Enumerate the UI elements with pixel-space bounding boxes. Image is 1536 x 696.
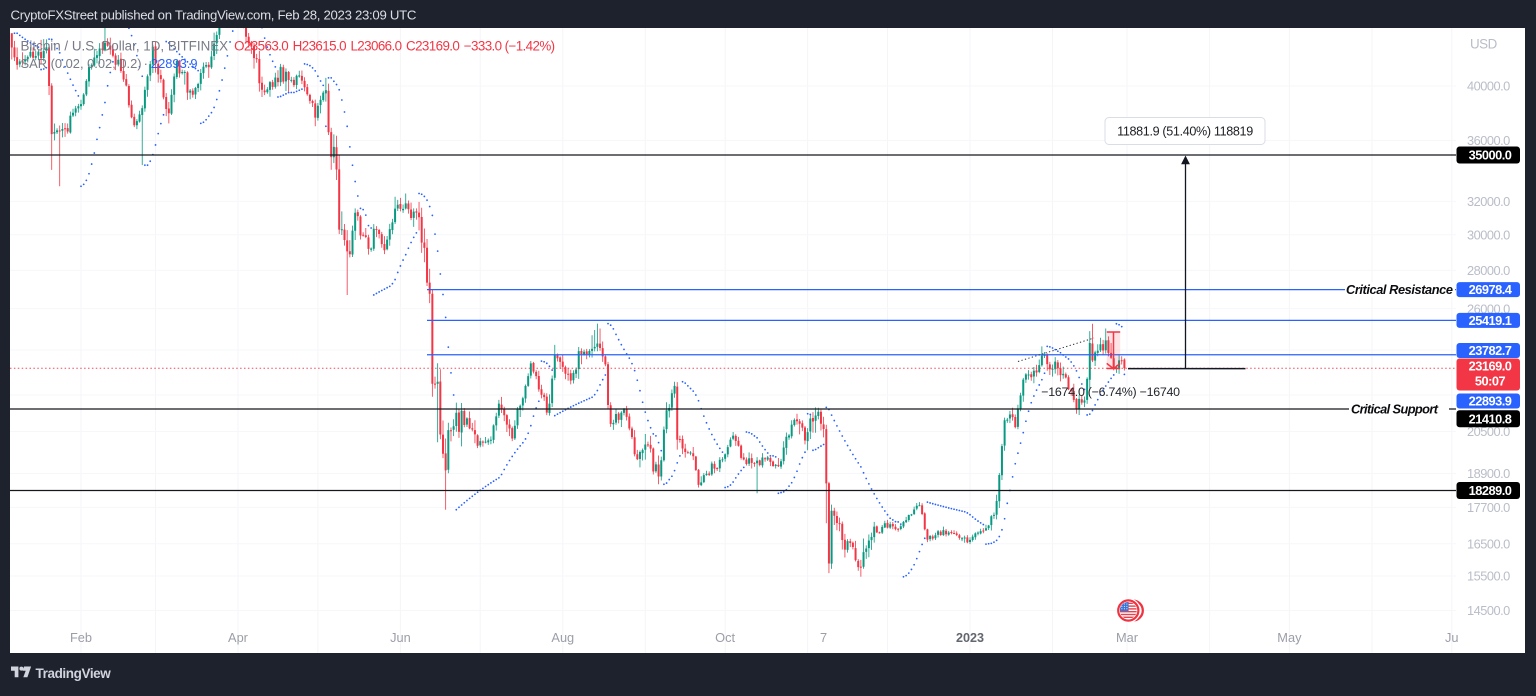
svg-text:May: May <box>1277 630 1302 645</box>
svg-text:28000.0: 28000.0 <box>1467 263 1510 278</box>
svg-text:−1674.0 (−6.74%) −16740: −1674.0 (−6.74%) −16740 <box>1041 385 1180 399</box>
svg-text:TradingView: TradingView <box>36 666 112 681</box>
svg-text:32000.0: 32000.0 <box>1467 194 1510 209</box>
svg-text:36000.0: 36000.0 <box>1467 133 1510 148</box>
svg-text:Critical Resistance: Critical Resistance <box>1346 282 1453 297</box>
svg-text:25419.1: 25419.1 <box>1469 313 1512 328</box>
svg-text:35000.0: 35000.0 <box>1469 148 1512 163</box>
svg-text:Bitcoin / U.S. Dollar, 1D, BIT: Bitcoin / U.S. Dollar, 1D, BITFINEX O2356… <box>21 39 555 54</box>
svg-text:Mar: Mar <box>1116 630 1139 645</box>
svg-text:SAR (0.02, 0.02, 0.2)·22893.9: SAR (0.02, 0.02, 0.2) · 22893.9 <box>21 56 198 71</box>
svg-text:26000.0: 26000.0 <box>1467 301 1510 316</box>
svg-text:21410.8: 21410.8 <box>1469 411 1512 426</box>
svg-text:30000.0: 30000.0 <box>1467 227 1510 242</box>
svg-text:22893.9: 22893.9 <box>1469 394 1512 409</box>
svg-text:23782.7: 23782.7 <box>1469 343 1512 358</box>
svg-text:16500.0: 16500.0 <box>1467 536 1510 551</box>
svg-text:11881.9 (51.40%) 118819: 11881.9 (51.40%) 118819 <box>1117 125 1253 139</box>
svg-text:14500.0: 14500.0 <box>1467 603 1510 618</box>
svg-text:CryptoFXStreet published on Tr: CryptoFXStreet published on TradingView.… <box>11 8 417 23</box>
svg-text:Oct: Oct <box>715 630 735 645</box>
svg-text:Aug: Aug <box>551 630 574 645</box>
svg-text:USD: USD <box>1470 37 1498 52</box>
svg-text:15500.0: 15500.0 <box>1467 569 1510 584</box>
svg-text:Ju: Ju <box>1445 630 1459 645</box>
svg-text:50:07: 50:07 <box>1475 373 1506 388</box>
svg-text:Feb: Feb <box>70 630 92 645</box>
svg-text:Apr: Apr <box>228 630 249 645</box>
svg-text:18289.0: 18289.0 <box>1469 483 1512 498</box>
svg-text:17700.0: 17700.0 <box>1467 500 1510 515</box>
svg-text:Critical Support: Critical Support <box>1351 402 1439 417</box>
svg-text:7: 7 <box>820 630 827 645</box>
svg-text:2023: 2023 <box>956 631 984 645</box>
svg-text:18900.0: 18900.0 <box>1467 466 1510 481</box>
svg-text:20500.0: 20500.0 <box>1467 424 1510 439</box>
svg-text:26978.4: 26978.4 <box>1469 282 1513 297</box>
svg-text:Jun: Jun <box>390 630 411 645</box>
svg-text:40000.0: 40000.0 <box>1467 79 1510 94</box>
svg-text:23169.0: 23169.0 <box>1469 358 1512 373</box>
